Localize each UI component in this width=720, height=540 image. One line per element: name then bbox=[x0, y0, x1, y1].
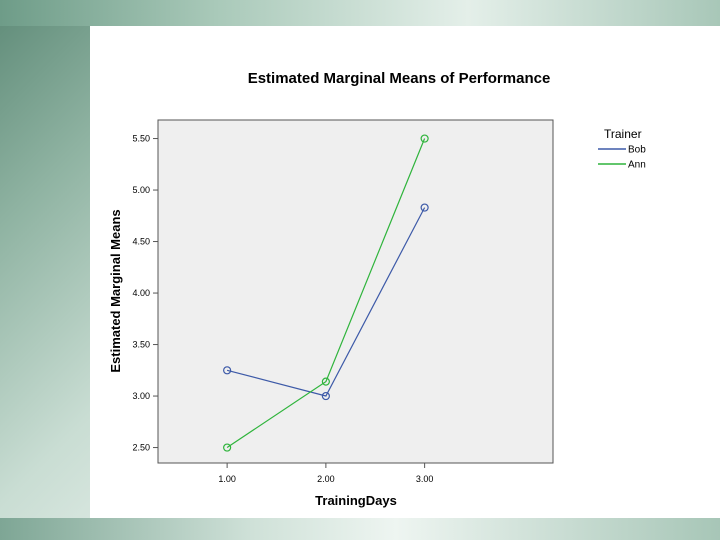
legend: Trainer Bob Ann bbox=[598, 127, 646, 171]
data-point-bob bbox=[223, 366, 232, 375]
y-tick-label: 5.00 bbox=[132, 185, 150, 195]
legend-entry-bob: Bob bbox=[628, 145, 646, 156]
y-tick-label: 3.00 bbox=[132, 391, 150, 401]
x-tick-label: 2.00 bbox=[317, 474, 335, 484]
x-tick-label: 1.00 bbox=[218, 474, 236, 484]
x-axis: 1.00 2.00 3.00 bbox=[218, 463, 433, 484]
chart-title: Estimated Marginal Means of Performance bbox=[248, 70, 551, 87]
legend-title: Trainer bbox=[604, 127, 642, 141]
y-axis-label: Estimated Marginal Means bbox=[108, 209, 123, 372]
data-point-bob bbox=[321, 391, 330, 401]
data-point-ann bbox=[420, 134, 429, 143]
series-line-ann bbox=[226, 138, 426, 448]
y-tick-label: 5.50 bbox=[132, 134, 150, 144]
data-point-bob bbox=[420, 203, 429, 212]
y-tick-label: 2.50 bbox=[132, 443, 150, 453]
x-axis-label: TrainingDays bbox=[315, 493, 397, 508]
plot-area bbox=[157, 119, 554, 464]
data-point-ann bbox=[321, 377, 330, 386]
y-tick-label: 4.50 bbox=[132, 237, 150, 247]
slide-background-bottom bbox=[0, 518, 720, 540]
data-point-ann bbox=[223, 443, 232, 452]
x-tick-label: 3.00 bbox=[416, 474, 434, 484]
y-axis: 2.50 3.00 3.50 4.00 4.50 5.00 5.50 bbox=[132, 134, 158, 453]
legend-entry-ann: Ann bbox=[628, 160, 646, 171]
y-tick-label: 4.00 bbox=[132, 288, 150, 298]
slide-background-top bbox=[0, 0, 720, 26]
series-line-bob bbox=[226, 207, 426, 397]
y-tick-label: 3.50 bbox=[132, 340, 150, 350]
series-layer bbox=[223, 134, 429, 452]
